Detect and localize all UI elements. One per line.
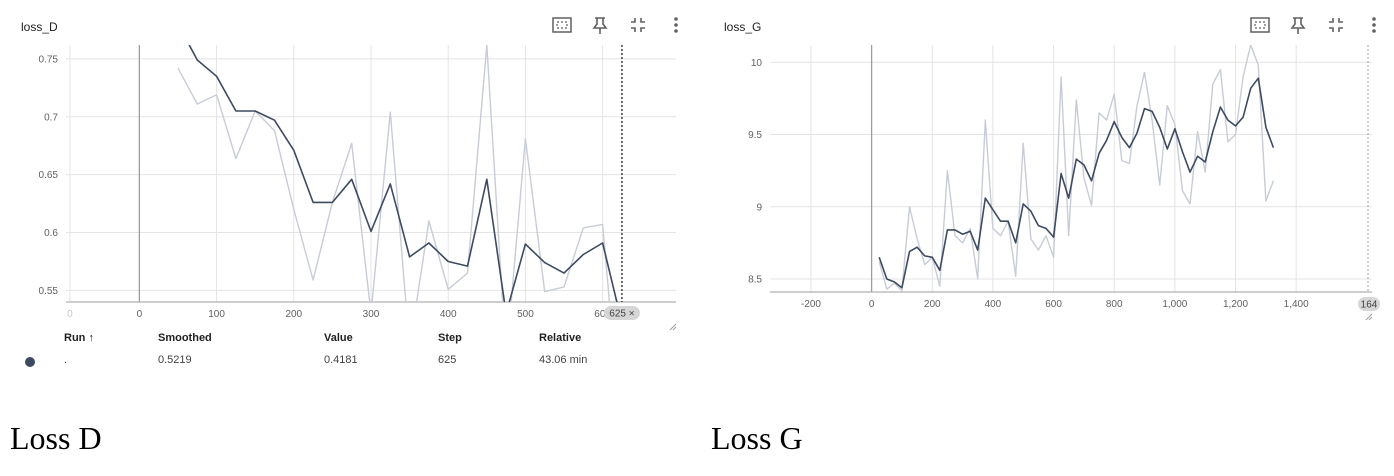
- run-table-header: Run ↑ Smoothed Value Step Relative: [20, 332, 660, 354]
- loss-d-x-tick-3: 200: [285, 309, 302, 320]
- loss-d-resize-handle-icon: [669, 323, 677, 331]
- loss-d-x-tick-4: 300: [363, 309, 380, 320]
- loss-d-y-tick-1: 0.6: [44, 228, 58, 239]
- loss-g-edge-badge: 164: [1361, 300, 1378, 311]
- loss-d-x-tick-7: 600: [594, 309, 611, 320]
- col-value-header: Value: [324, 332, 353, 344]
- loss-g-title: loss_G: [724, 20, 762, 34]
- loss-g-x-tick-2: 200: [924, 299, 941, 310]
- col-relative-header: Relative: [539, 332, 582, 344]
- smoothed-value: 0.5219: [158, 354, 192, 366]
- loss-d-toolbar: [551, 14, 687, 36]
- pin-icon[interactable]: [589, 14, 611, 36]
- fit-domain-icon[interactable]: [551, 14, 573, 36]
- collapse-icon[interactable]: [627, 14, 649, 36]
- loss-d-smoothed-series-line: [188, 45, 618, 302]
- loss-g-x-tick-5: 800: [1106, 299, 1123, 310]
- raw-value: 0.4181: [324, 354, 358, 366]
- loss-g-resize-handle-icon: [1365, 313, 1373, 321]
- loss-d-series-group: [177, 45, 618, 302]
- loss-d-y-tick-3: 0.7: [44, 112, 58, 123]
- loss-g-raw-series-line: [878, 45, 1275, 292]
- loss-d-title: loss_D: [21, 20, 58, 34]
- more-vert-icon[interactable]: [665, 14, 687, 36]
- loss-g-x-tick-4: 600: [1045, 299, 1062, 310]
- loss-d-chart[interactable]: 0.55 0.6 0.65 0.7 0.75 0 0 100 200 300 400 500 60062…: [0, 0, 695, 331]
- table-row: . 0.5219 0.4181 625 43.06 min: [20, 354, 660, 376]
- loss-g-x-tick-8: 1,400: [1284, 299, 1309, 310]
- loss-g-x-tick-0: -200: [801, 299, 821, 310]
- loss-g-x-tick-1: 0: [869, 299, 875, 310]
- hover-step-badge-bg: [603, 306, 640, 320]
- run-name: .: [64, 354, 68, 366]
- loss-g-y-tick-3: 10: [751, 58, 763, 69]
- loss-g-edge-badge-bg: [1358, 297, 1380, 311]
- loss-g-x-tick-6: 1,000: [1162, 299, 1187, 310]
- relative-time: 43.06 min: [539, 354, 588, 366]
- loss-g-y-tick-1: 9: [756, 202, 762, 213]
- loss-g-smoothed-series-line: [878, 77, 1275, 289]
- fit-domain-icon[interactable]: [1249, 14, 1271, 36]
- loss-d-y-tick-4: 0.75: [39, 54, 59, 65]
- loss-d-x-tick-1: 0: [137, 309, 143, 320]
- loss-g-toolbar: [1249, 14, 1385, 36]
- loss-g-card: loss_G 8.5 9 9.5 10 -200 0 200 400 600 800 1,000 1,…: [704, 0, 1394, 400]
- loss-d-y-tick-2: 0.65: [39, 170, 59, 181]
- loss-g-chart[interactable]: 8.5 9 9.5 10 -200 0 200 400 600 800 1,000 1,200 1,40…: [704, 0, 1394, 330]
- step-value: 625: [438, 354, 457, 366]
- more-vert-icon[interactable]: [1363, 14, 1385, 36]
- hover-step-badge: 625 ×: [609, 309, 634, 320]
- loss-g-caption: Loss G: [711, 420, 803, 456]
- loss-g-x-tick-3: 400: [985, 299, 1002, 310]
- loss-g-series-group: [878, 45, 1275, 292]
- loss-g-y-tick-2: 9.5: [748, 130, 762, 141]
- loss-d-y-tick-0: 0.55: [39, 286, 59, 297]
- loss-g-x-tick-7: 1,200: [1223, 299, 1248, 310]
- collapse-icon[interactable]: [1325, 14, 1347, 36]
- loss-d-raw-series-line: [177, 45, 611, 302]
- loss-d-x-tick-2: 100: [208, 309, 225, 320]
- loss-d-caption: Loss D: [10, 420, 102, 456]
- col-smoothed-header: Smoothed: [158, 332, 212, 344]
- loss-d-x-tick-5: 400: [440, 309, 457, 320]
- pin-icon[interactable]: [1287, 14, 1309, 36]
- loss-d-x-tick-0: 0: [67, 309, 73, 320]
- loss-d-x-tick-6: 500: [517, 309, 534, 320]
- col-run-header[interactable]: Run ↑: [64, 332, 94, 344]
- col-step-header: Step: [438, 332, 462, 344]
- loss-d-run-table: Run ↑ Smoothed Value Step Relative . 0.5…: [20, 332, 660, 376]
- loss-g-y-tick-0: 8.5: [748, 275, 762, 286]
- loss-d-card: loss_D 0.55 0.6 0.65 0.7 0.75 0 0 100 200 300 400 5…: [0, 0, 695, 400]
- run-color-dot: [25, 357, 35, 367]
